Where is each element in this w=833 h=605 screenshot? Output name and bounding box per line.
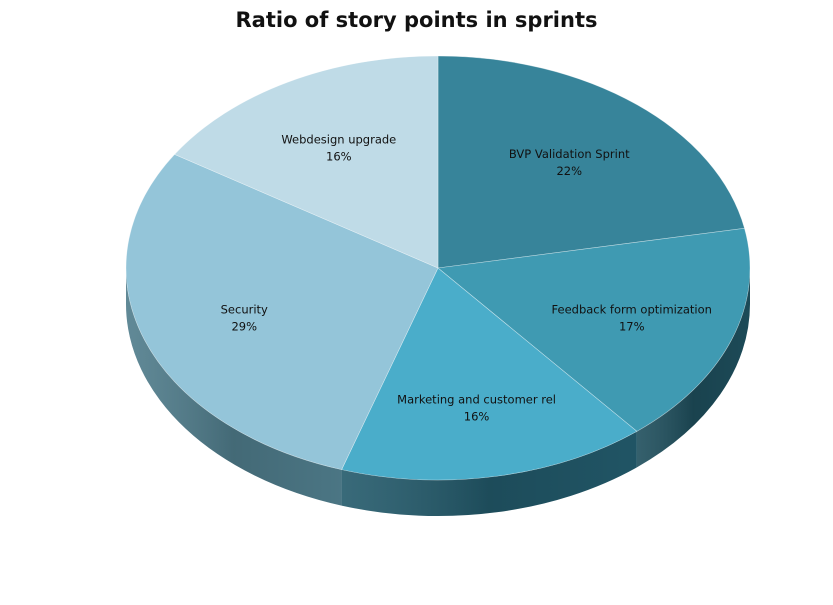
pie-slice-5	[174, 55, 439, 269]
pie-slice-4	[125, 154, 439, 470]
pie-side-shade-2	[636, 268, 750, 468]
chart-title: Ratio of story points in sprints	[235, 8, 598, 32]
slice-value-5: 16%	[326, 149, 352, 163]
pie-labels: BVP Validation Sprint 22% Feedback form op…	[221, 132, 712, 423]
slice-label-2: Feedback form optimization	[552, 302, 712, 316]
pie-side-shade-3	[341, 431, 637, 516]
slice-value-3: 16%	[464, 409, 490, 423]
pie-slice-1	[437, 55, 745, 269]
pie-tops	[125, 55, 751, 481]
pie-side-shade-4	[126, 268, 342, 506]
pie-slice-2	[437, 227, 751, 432]
pie-sides	[126, 268, 750, 516]
slice-value-1: 22%	[556, 164, 582, 178]
slice-value-4: 29%	[231, 319, 257, 333]
slice-label-1: BVP Validation Sprint	[509, 147, 630, 161]
pie-slice-3	[341, 267, 638, 481]
slice-label-5: Webdesign upgrade	[281, 132, 396, 146]
slice-label-3: Marketing and customer rel	[397, 392, 556, 406]
slice-value-2: 17%	[619, 319, 645, 333]
slice-label-4: Security	[221, 302, 268, 316]
